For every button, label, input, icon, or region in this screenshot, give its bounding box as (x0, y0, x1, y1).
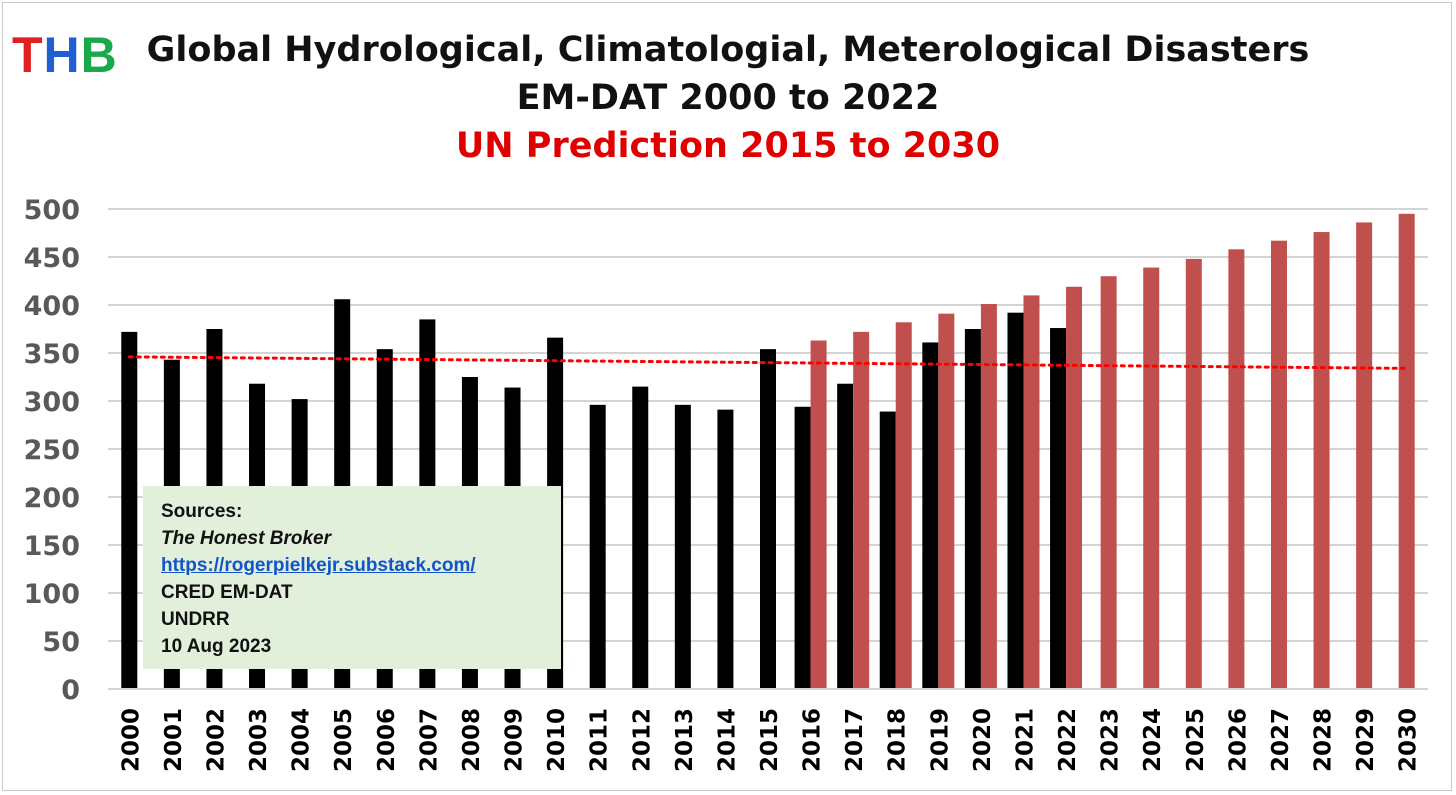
bar-prediction-2028 (1313, 232, 1330, 690)
x-tick-label: 2004 (289, 708, 315, 772)
bar-observed-2000 (121, 331, 138, 689)
x-tick-label: 2021 (1012, 708, 1038, 772)
bar-prediction-2022 (1066, 286, 1083, 689)
x-tick-label: 2001 (161, 708, 187, 772)
bar-observed-2013 (674, 404, 691, 689)
bar-observed-2011 (589, 404, 606, 689)
logo-letter-h: H (43, 27, 81, 83)
bar-prediction-2025 (1185, 258, 1202, 689)
x-tick-label: 2030 (1396, 708, 1422, 772)
y-tick-label: 400 (24, 291, 80, 322)
y-tick-label: 0 (61, 675, 80, 706)
x-tick-label: 2014 (714, 708, 740, 772)
bar-prediction-2026 (1228, 249, 1245, 689)
x-tick-label: 2019 (927, 708, 953, 772)
x-tick-label: 2020 (970, 708, 996, 772)
sources-line-undrr: UNDRR (161, 609, 230, 630)
x-tick-label: 2028 (1311, 708, 1337, 772)
sources-box: Sources: The Honest Broker https://roger… (143, 486, 561, 669)
x-tick-label: 2002 (203, 708, 229, 772)
bar-prediction-2016 (810, 340, 827, 689)
x-tick-label: 2006 (374, 708, 400, 772)
x-tick-label: 2027 (1268, 708, 1294, 772)
y-tick-label: 350 (24, 339, 80, 370)
chart-title: Global Hydrological, Climatologial, Mete… (146, 30, 1310, 70)
x-tick-label: 2010 (544, 708, 570, 772)
x-tick-label: 2007 (416, 708, 442, 772)
bar-observed-2015 (760, 349, 776, 689)
x-tick-label: 2026 (1225, 708, 1251, 772)
trendline-layer (127, 355, 1409, 370)
bar-observed-2014 (717, 409, 734, 689)
bar-observed-2016 (794, 406, 811, 689)
bar-prediction-2029 (1356, 222, 1373, 689)
x-tick-label: 2029 (1353, 708, 1379, 772)
y-tick-label: 500 (24, 195, 80, 226)
x-tick-label: 2012 (629, 708, 655, 772)
x-tick-label: 2009 (502, 708, 528, 772)
bar-observed-2017 (837, 383, 854, 689)
y-tick-label: 200 (24, 483, 80, 514)
y-axis-ticks: 0 50 100 150 200 250 300 350 400 450 500 (24, 195, 80, 706)
y-tick-label: 450 (24, 243, 80, 274)
bar-prediction-2027 (1270, 240, 1287, 689)
bar-prediction-2017 (853, 331, 870, 689)
x-tick-label: 2016 (800, 708, 826, 772)
x-tick-label: 2015 (757, 708, 783, 772)
logo-letter-b: B (80, 27, 118, 83)
y-tick-label: 150 (24, 531, 80, 562)
sources-heading: Sources: (161, 501, 243, 522)
chart-subtitle: EM-DAT 2000 to 2022 (516, 78, 940, 118)
y-tick-label: 100 (24, 579, 80, 610)
bar-prediction-2024 (1143, 267, 1160, 689)
x-tick-label: 2011 (587, 708, 613, 772)
x-tick-label: 2008 (459, 708, 485, 772)
bar-prediction-2018 (895, 322, 912, 689)
bar-prediction-2021 (1023, 295, 1040, 689)
bar-prediction-2030 (1398, 213, 1415, 690)
logo-letter-t: T (12, 27, 44, 83)
sources-url-link[interactable]: https://rogerpielkejr.substack.com/ (161, 555, 476, 576)
bar-prediction-2020 (980, 304, 997, 689)
x-tick-label: 2023 (1098, 708, 1124, 772)
sources-author: The Honest Broker (161, 528, 331, 549)
trendline (127, 355, 1409, 370)
x-tick-label: 2000 (118, 708, 144, 772)
sources-date: 10 Aug 2023 (161, 636, 272, 657)
x-tick-label: 2017 (842, 708, 868, 772)
bar-observed-2020 (964, 329, 981, 689)
bar-prediction-2019 (938, 313, 955, 689)
x-tick-label: 2024 (1140, 708, 1166, 772)
x-axis-ticks: 2000 2001 2002 2003 2004 2005 2006 2007 2008 2009… (118, 708, 1421, 772)
bar-observed-2019 (922, 342, 939, 689)
sources-line-cred: CRED EM-DAT (161, 582, 293, 603)
thb-logo: THB (12, 30, 118, 80)
x-tick-label: 2025 (1183, 708, 1209, 772)
x-tick-label: 2018 (885, 708, 911, 772)
bar-prediction-2023 (1100, 276, 1117, 689)
x-tick-label: 2013 (672, 708, 698, 772)
y-tick-label: 250 (24, 435, 80, 466)
y-tick-label: 300 (24, 387, 80, 418)
bar-observed-2021 (1007, 312, 1024, 689)
bar-observed-2012 (632, 386, 649, 689)
bar-observed-2022 (1050, 328, 1067, 689)
x-tick-label: 2003 (246, 708, 272, 772)
chart-subtitle-prediction: UN Prediction 2015 to 2030 (455, 126, 1001, 166)
x-tick-label: 2022 (1055, 708, 1081, 772)
y-tick-label: 50 (42, 627, 80, 658)
x-tick-label: 2005 (331, 708, 357, 772)
bar-observed-2018 (879, 411, 896, 689)
